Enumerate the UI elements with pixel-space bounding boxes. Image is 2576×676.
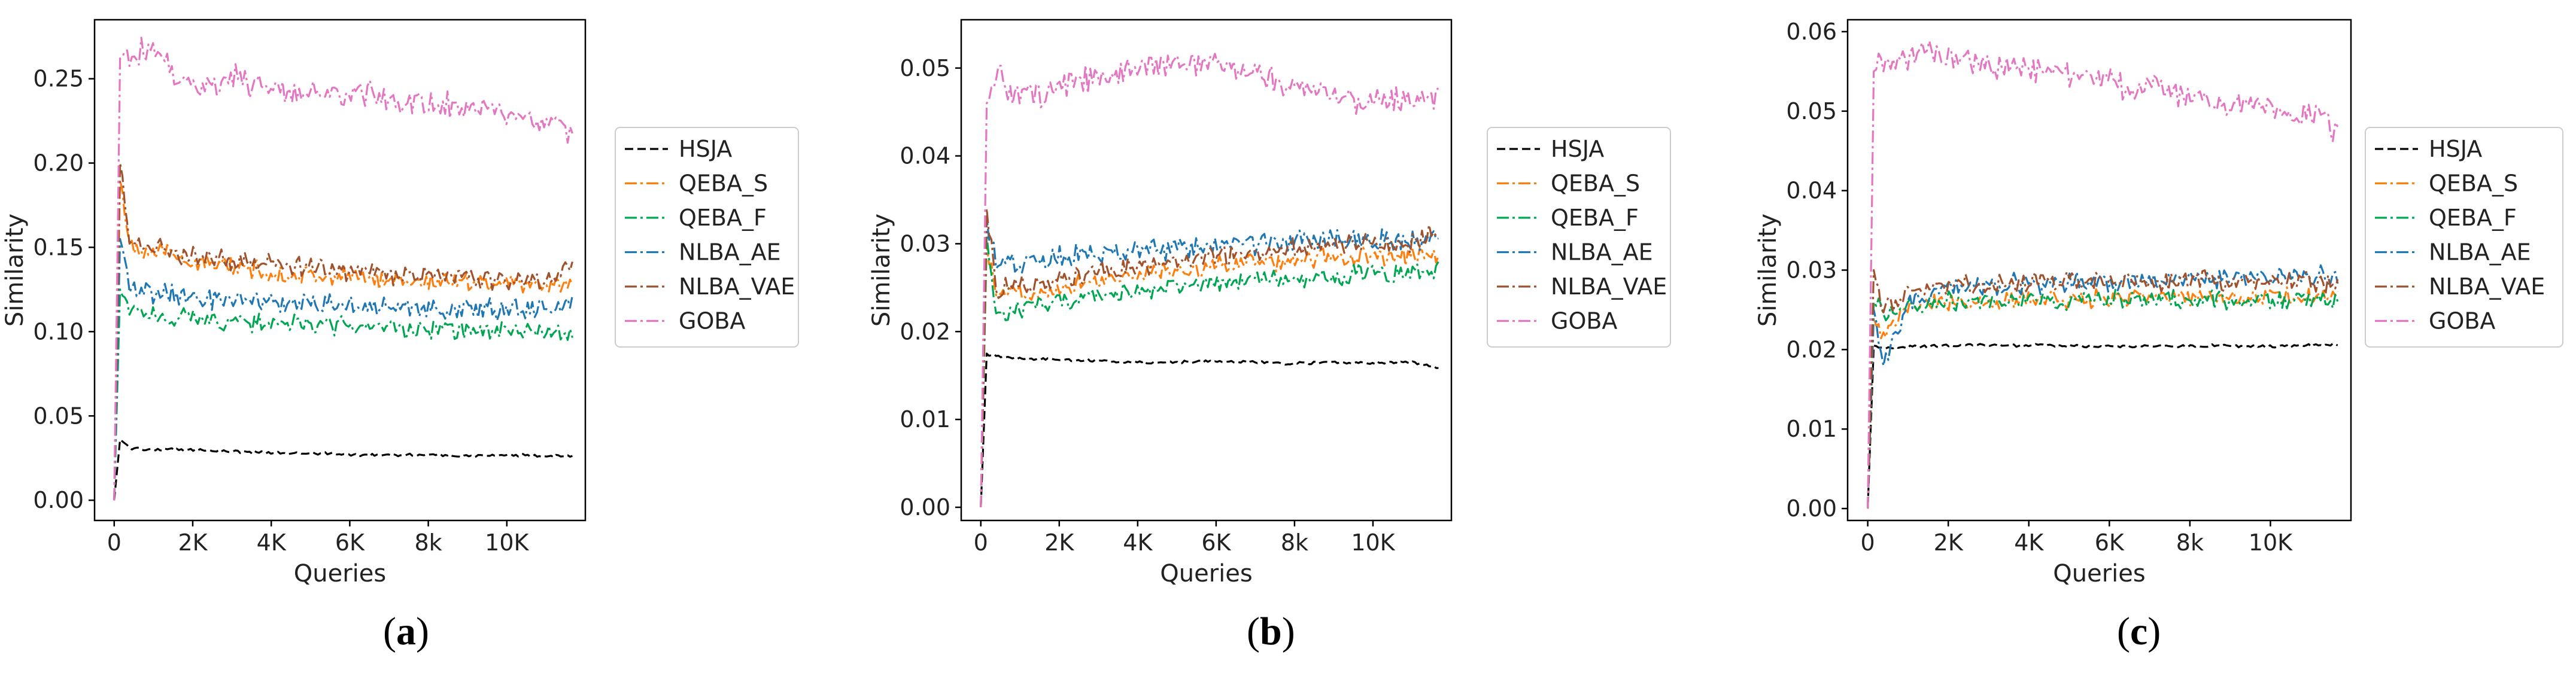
series-line-goba (980, 53, 1439, 508)
series-line-hsja (980, 352, 1439, 508)
legend-label-nlba-vae: NLBA_VAE (679, 273, 795, 300)
series-line-qeba-s (1867, 286, 2339, 509)
x-tick-label: 6K (335, 529, 365, 556)
y-tick-label: 0.20 (33, 150, 84, 176)
legend-label-hsja: HSJA (2429, 136, 2482, 162)
plot-frame (93, 19, 587, 522)
series-line-nlba-ae (980, 216, 1439, 508)
y-tick-label: 0.03 (900, 230, 950, 257)
plot-frame (1846, 19, 2352, 522)
x-tick-label: 8k (415, 529, 442, 556)
legend-label-qeba-s: QEBA_S (2429, 170, 2518, 197)
legend-label-hsja: HSJA (1551, 136, 1604, 162)
y-tick-label: 0.02 (1786, 336, 1837, 363)
series-line-nlba-vae (980, 208, 1439, 508)
chart-panel-a: 0 2K 4K 6K 8k 10K 0.00 0.05 0.10 0.15 0.20 0.25 Quer… (1, 19, 799, 587)
x-tick-label: 4K (2014, 529, 2044, 556)
x-tick-label: 0 (1861, 529, 1875, 556)
y-tick-label: 0.05 (1786, 98, 1837, 124)
series-line-nlba-ae (1867, 264, 2339, 509)
series-line-hsja (113, 439, 573, 501)
x-tick-label: 6K (1201, 529, 1231, 556)
y-tick-label: 0.04 (900, 143, 950, 169)
x-tick-label: 10K (485, 529, 529, 556)
y-tick-label: 0.15 (33, 234, 84, 260)
y-axis-label: Similarity (1754, 214, 1782, 327)
y-tick-label: 0.02 (900, 318, 950, 345)
legend-label-qeba-f: QEBA_F (1551, 205, 1639, 231)
caption-a: (a) (383, 610, 429, 653)
series-line-nlba-vae (1867, 269, 2339, 509)
legend: HSJA QEBA_S QEBA_F NLBA_AE NLBA_VAE GOBA (2365, 127, 2563, 348)
series-line-nlba-ae (113, 237, 573, 501)
y-tick-label: 0.01 (900, 406, 950, 433)
series-line-qeba-s (980, 242, 1439, 508)
y-axis-label: Similarity (1, 214, 29, 327)
series-line-goba (113, 36, 573, 501)
y-tick-label: 0.03 (1786, 257, 1837, 284)
y-tick-label: 0.04 (1786, 178, 1837, 204)
y-tick-label: 0.00 (33, 487, 84, 513)
series-line-hsja (1867, 342, 2338, 509)
x-tick-label: 8k (2176, 529, 2204, 556)
x-axis-label: Queries (294, 560, 386, 587)
x-tick-label: 2K (178, 529, 208, 556)
y-tick-label: 0.10 (33, 318, 84, 345)
plot-frame (960, 19, 1453, 522)
x-axis-label: Queries (1160, 560, 1252, 587)
y-tick-label: 0.05 (900, 55, 950, 81)
x-tick-label: 4K (1123, 529, 1153, 556)
legend-box (2365, 127, 2563, 348)
legend-label-goba: GOBA (679, 308, 745, 334)
legend-label-nlba-vae: NLBA_VAE (1551, 273, 1667, 300)
series-line-qeba-s (113, 179, 573, 501)
series-line-nlba-vae (113, 162, 573, 501)
series-line-goba (1867, 39, 2339, 509)
y-tick-label: 0.06 (1786, 19, 1837, 45)
series-group (1867, 39, 2339, 509)
series-line-qeba-f (1867, 288, 2339, 509)
x-tick-label: 0 (107, 529, 121, 556)
series-group (980, 53, 1439, 508)
x-tick-label: 2K (1934, 529, 1964, 556)
y-tick-label: 0.00 (900, 494, 950, 520)
legend-label-nlba-ae: NLBA_AE (2429, 239, 2531, 266)
y-tick-label: 0.05 (33, 403, 84, 429)
legend-label-qeba-s: QEBA_S (679, 170, 768, 197)
y-tick-label: 0.01 (1786, 416, 1837, 442)
y-axis-label: Similarity (868, 214, 895, 327)
legend-label-hsja: HSJA (679, 136, 732, 162)
series-group (113, 36, 573, 501)
x-tick-label: 8k (1281, 529, 1308, 556)
legend-label-qeba-f: QEBA_F (679, 205, 767, 231)
y-tick-label: 0.00 (1786, 495, 1837, 522)
y-tick-label: 0.25 (33, 66, 84, 92)
series-line-qeba-f (980, 234, 1439, 508)
x-tick-label: 4K (257, 529, 287, 556)
chart-panel-c: 0 2K 4K 6K 8k 10K 0.00 0.01 0.02 0.03 0.04 0.05 0.06… (1754, 19, 2563, 587)
legend-box (615, 127, 799, 348)
legend-label-goba: GOBA (1551, 308, 1617, 334)
caption-b: (b) (1247, 610, 1295, 653)
legend: HSJA QEBA_S QEBA_F NLBA_AE NLBA_VAE GOBA (615, 127, 799, 348)
x-tick-label: 6K (2095, 529, 2125, 556)
legend-label-nlba-vae: NLBA_VAE (2429, 273, 2545, 300)
legend-label-nlba-ae: NLBA_AE (679, 239, 781, 266)
x-tick-label: 10K (1351, 529, 1395, 556)
x-tick-label: 2K (1044, 529, 1074, 556)
legend: HSJA QEBA_S QEBA_F NLBA_AE NLBA_VAE GOBA (1487, 127, 1671, 348)
x-axis-label: Queries (2053, 560, 2145, 587)
caption-c: (c) (2117, 610, 2161, 653)
legend-label-qeba-s: QEBA_S (1551, 170, 1640, 197)
legend-label-nlba-ae: NLBA_AE (1551, 239, 1653, 266)
legend-label-goba: GOBA (2429, 308, 2495, 334)
x-tick-label: 0 (974, 529, 988, 556)
chart-panel-b: 0 2K 4K 6K 8k 10K 0.00 0.01 0.02 0.03 0.04 0.05 Quer… (868, 19, 1671, 587)
series-line-qeba-f (113, 288, 573, 501)
x-tick-label: 10K (2249, 529, 2293, 556)
legend-label-qeba-f: QEBA_F (2429, 205, 2517, 231)
legend-box (1487, 127, 1671, 348)
